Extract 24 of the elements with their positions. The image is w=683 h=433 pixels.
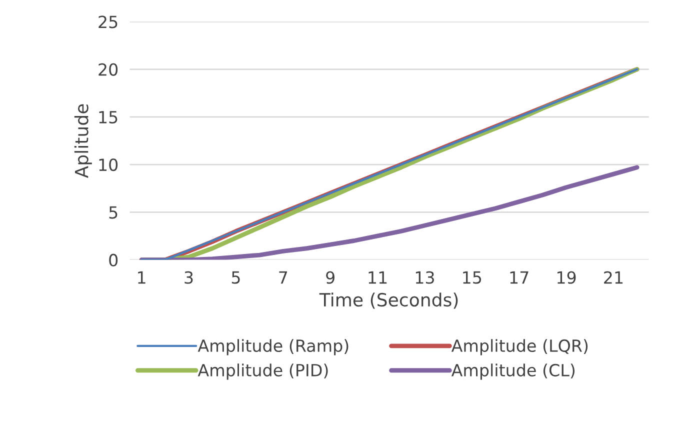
legend-label: Amplitude (CL) xyxy=(451,364,575,380)
x-tick-label: 11 xyxy=(368,271,387,284)
x-tick-label: 3 xyxy=(184,271,193,284)
y-tick-label: 10 xyxy=(99,158,118,172)
x-axis-title: Time (Seconds) xyxy=(319,292,458,309)
x-tick-label: 9 xyxy=(326,271,334,284)
x-tick-label: 15 xyxy=(463,271,482,284)
y-tick-label: 5 xyxy=(109,206,118,219)
x-tick-label: 5 xyxy=(232,271,240,284)
x-tick-label: 13 xyxy=(416,271,434,284)
y-tick-label: 20 xyxy=(98,63,118,76)
y-axis-title: Aplitude xyxy=(74,104,92,178)
x-tick-label: 1 xyxy=(138,271,146,284)
x-tick-label: 17 xyxy=(510,271,528,284)
line-series xyxy=(139,165,640,260)
legend-label: Amplitude (PID) xyxy=(198,364,328,380)
legend-label: Amplitude (LQR) xyxy=(451,339,588,356)
x-tick-label: 7 xyxy=(279,271,288,284)
x-tick-label: 19 xyxy=(557,271,576,284)
legend-label: Amplitude (Ramp) xyxy=(198,339,348,356)
y-tick-label: 0 xyxy=(109,254,118,266)
y-tick-label: 25 xyxy=(98,16,118,28)
y-tick-label: 15 xyxy=(99,111,118,124)
x-tick-label: 21 xyxy=(604,271,623,284)
